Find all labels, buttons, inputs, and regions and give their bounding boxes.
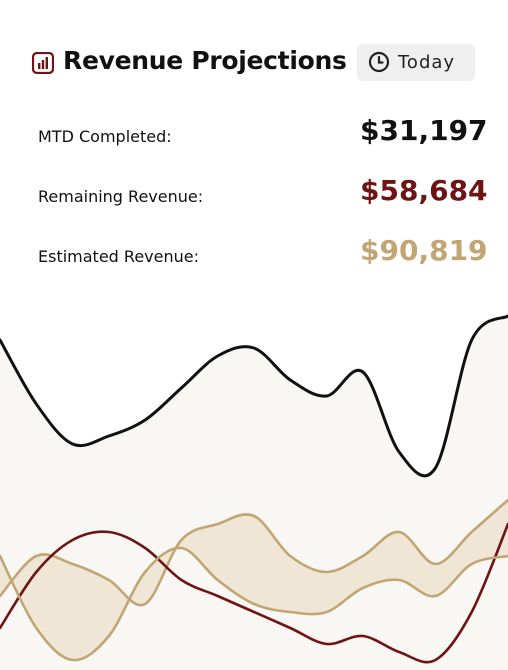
chart-gold-band	[0, 500, 508, 661]
mtd-completed-value: $31,197	[360, 114, 488, 147]
remaining-revenue-value: $58,684	[360, 174, 488, 207]
estimated-revenue-label: Estimated Revenue:	[38, 247, 199, 266]
remaining-revenue-label: Remaining Revenue:	[38, 187, 204, 206]
mtd-completed-label: MTD Completed:	[38, 127, 172, 146]
clock-icon	[368, 51, 390, 73]
today-button[interactable]: Today	[357, 44, 475, 81]
series-line-gold-upper	[0, 498, 508, 607]
page-title: Revenue Projections	[63, 46, 347, 75]
estimated-revenue-value: $90,819	[360, 234, 488, 267]
today-label: Today	[398, 52, 456, 73]
series-line-red	[0, 522, 508, 664]
series-line-black	[0, 314, 508, 478]
card-header: Revenue Projections Today	[32, 44, 476, 82]
series-line-gold-lower	[0, 546, 508, 662]
bar-chart-icon	[32, 52, 54, 74]
